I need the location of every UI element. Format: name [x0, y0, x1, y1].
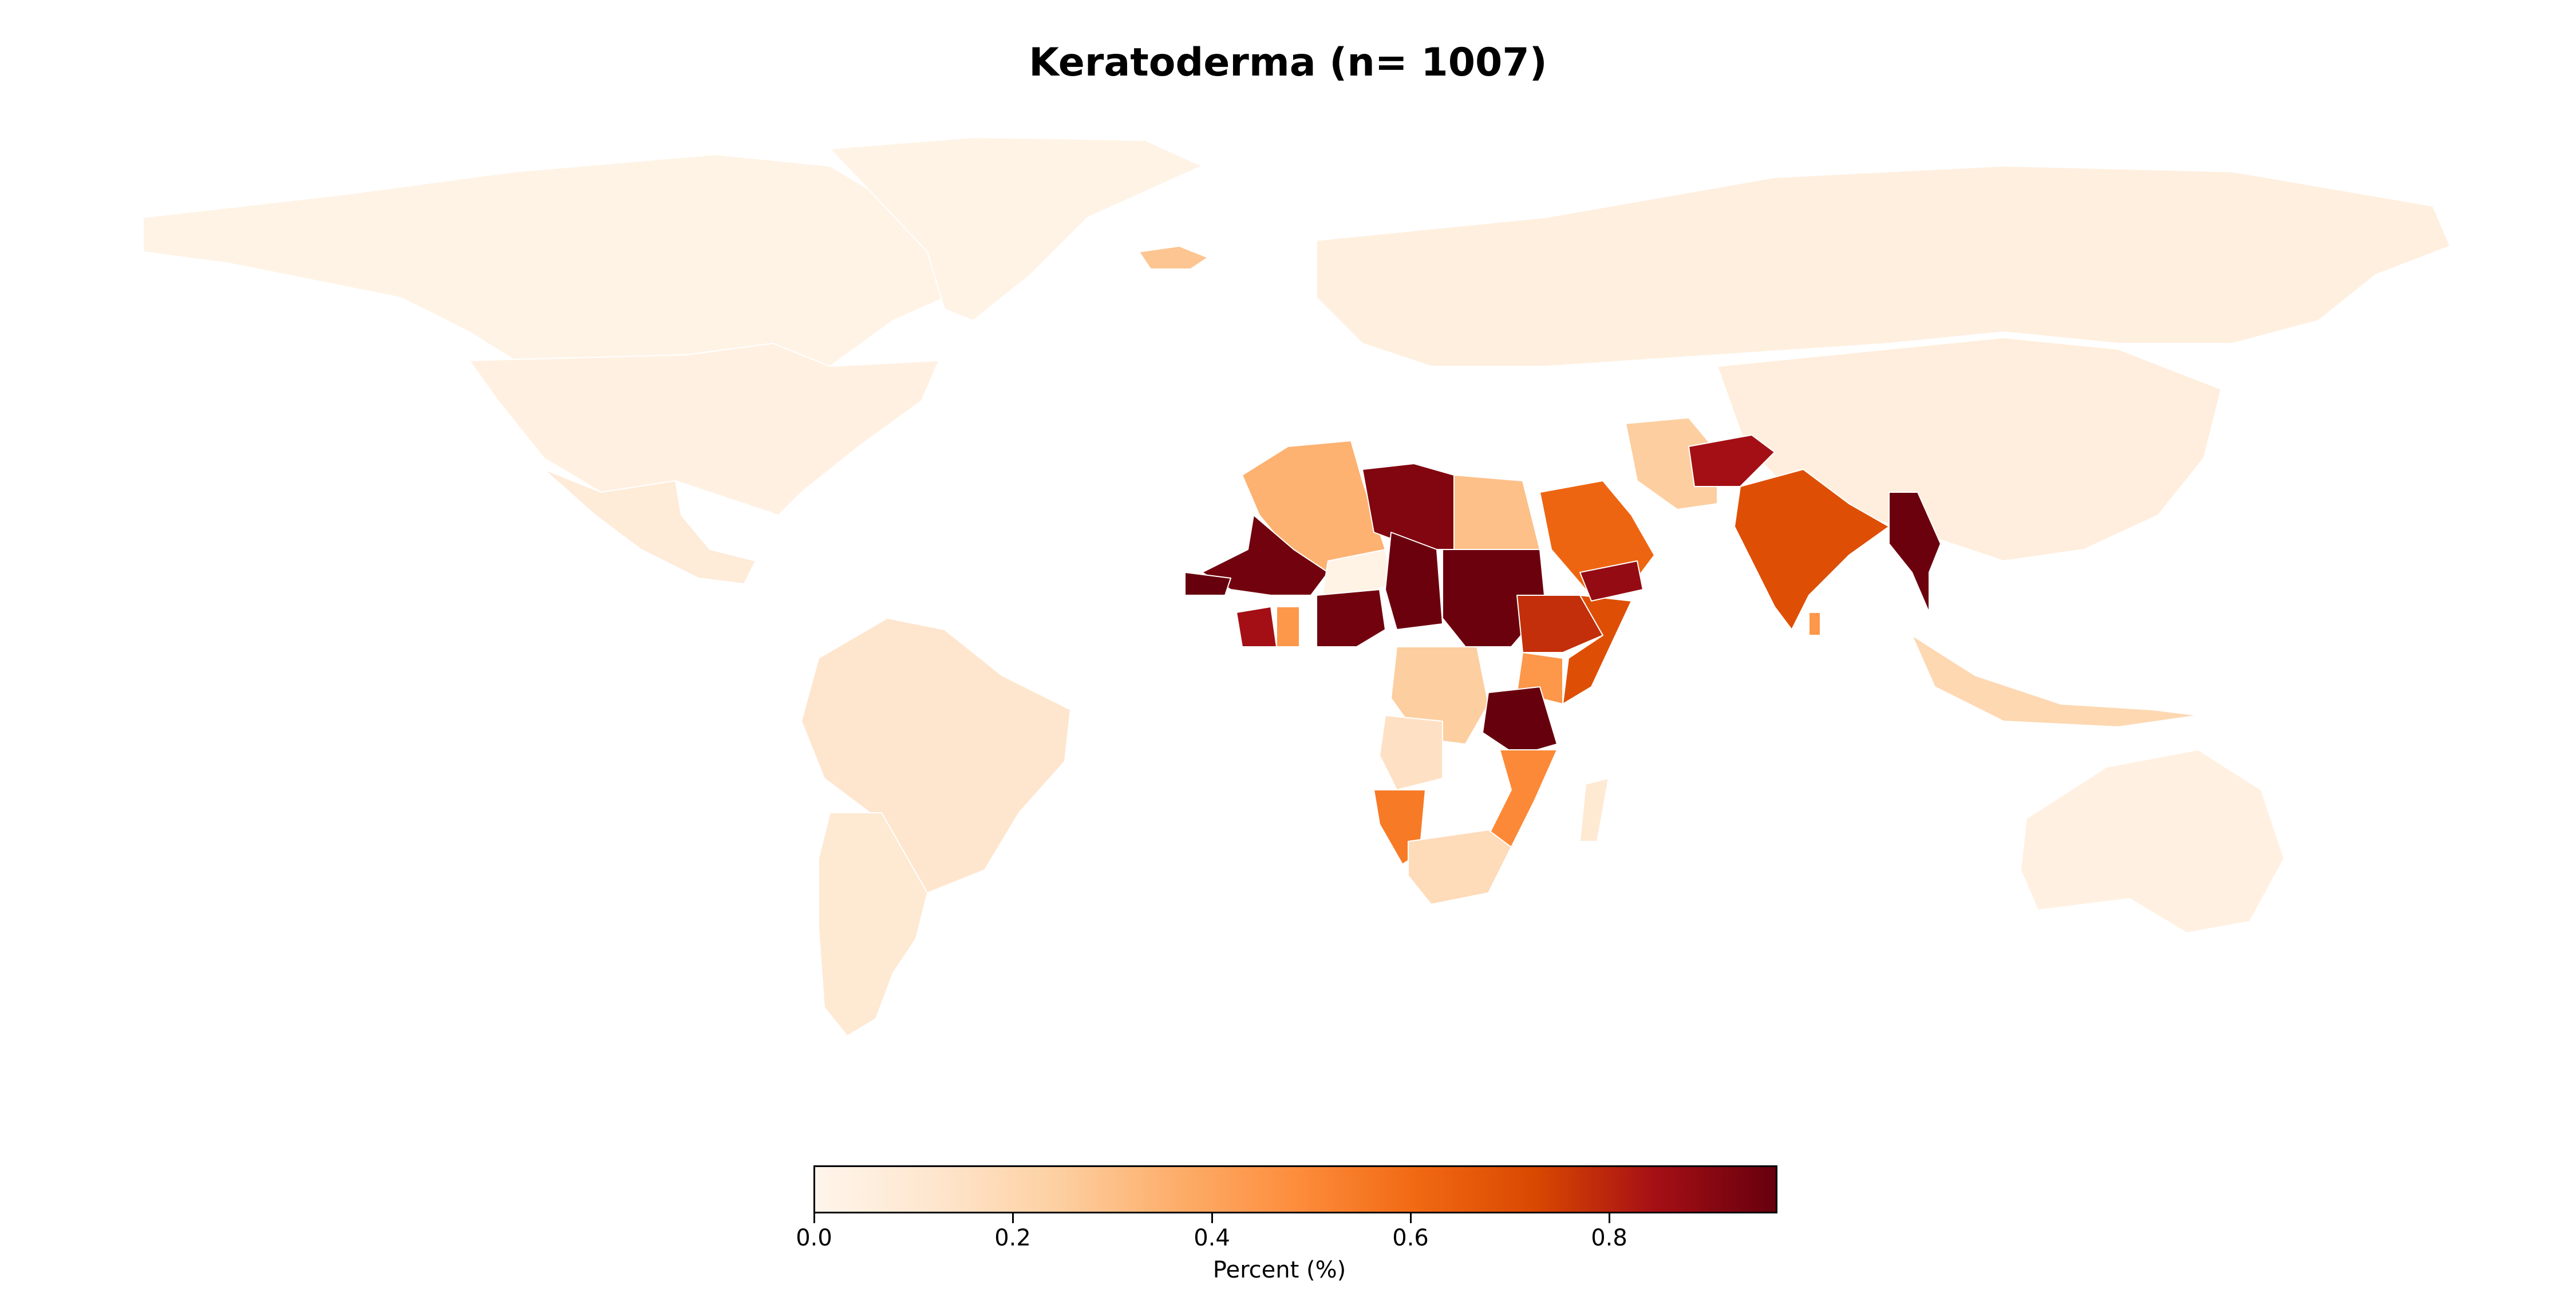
region-argentina	[818, 812, 928, 1037]
region-afghanistan	[1688, 434, 1775, 487]
colorbar-tick-label: 0.0	[796, 1225, 832, 1251]
region-russia	[1316, 165, 2451, 367]
region-mexico	[543, 469, 756, 584]
region-australia	[2020, 749, 2285, 934]
colorbar-tick	[1012, 1213, 1014, 1223]
region-canada	[143, 154, 945, 367]
region-egypt	[1453, 474, 1540, 550]
region-greenland	[829, 137, 1203, 321]
region-iceland	[1139, 246, 1208, 270]
colorbar-tick-label: 0.2	[994, 1225, 1031, 1251]
region-ghana	[1276, 606, 1300, 647]
region-madagascar	[1579, 778, 1609, 842]
region-senegal	[1184, 572, 1231, 596]
region-south-africa	[1408, 829, 1512, 905]
region-mozambique	[1488, 749, 1558, 848]
colorbar-tick	[1410, 1213, 1412, 1223]
region-united-states	[469, 343, 939, 516]
colorbar-tick	[813, 1213, 815, 1223]
region-saudi-arabia	[1539, 480, 1655, 590]
region-angola	[1379, 715, 1443, 790]
colorbar-tick	[1609, 1213, 1610, 1223]
colorbar	[813, 1165, 1777, 1213]
colorbar-tick-label: 0.6	[1392, 1225, 1429, 1251]
colorbar-tick-label: 0.4	[1194, 1225, 1230, 1251]
region-yemen	[1579, 560, 1643, 602]
colorbar-label: Percent (%)	[1212, 1257, 1346, 1283]
region-chad	[1385, 532, 1443, 630]
region-indonesia	[1911, 635, 2199, 727]
region-india	[1734, 469, 1890, 630]
region-ethiopia	[1516, 595, 1603, 653]
region-mali	[1202, 515, 1329, 596]
choropleth-map	[143, 137, 2451, 1037]
region-sri-lanka	[1808, 612, 1821, 636]
region-brazil	[801, 618, 1071, 893]
map-title: Keratoderma (n= 1007)	[1029, 40, 1547, 85]
region-myanmar	[1888, 492, 1941, 613]
region-nigeria	[1316, 589, 1386, 647]
region-cote-divoire	[1236, 606, 1277, 647]
colorbar-tick	[1211, 1213, 1213, 1223]
map-regions	[143, 137, 2451, 1037]
colorbar-tick-label: 0.8	[1591, 1225, 1627, 1251]
